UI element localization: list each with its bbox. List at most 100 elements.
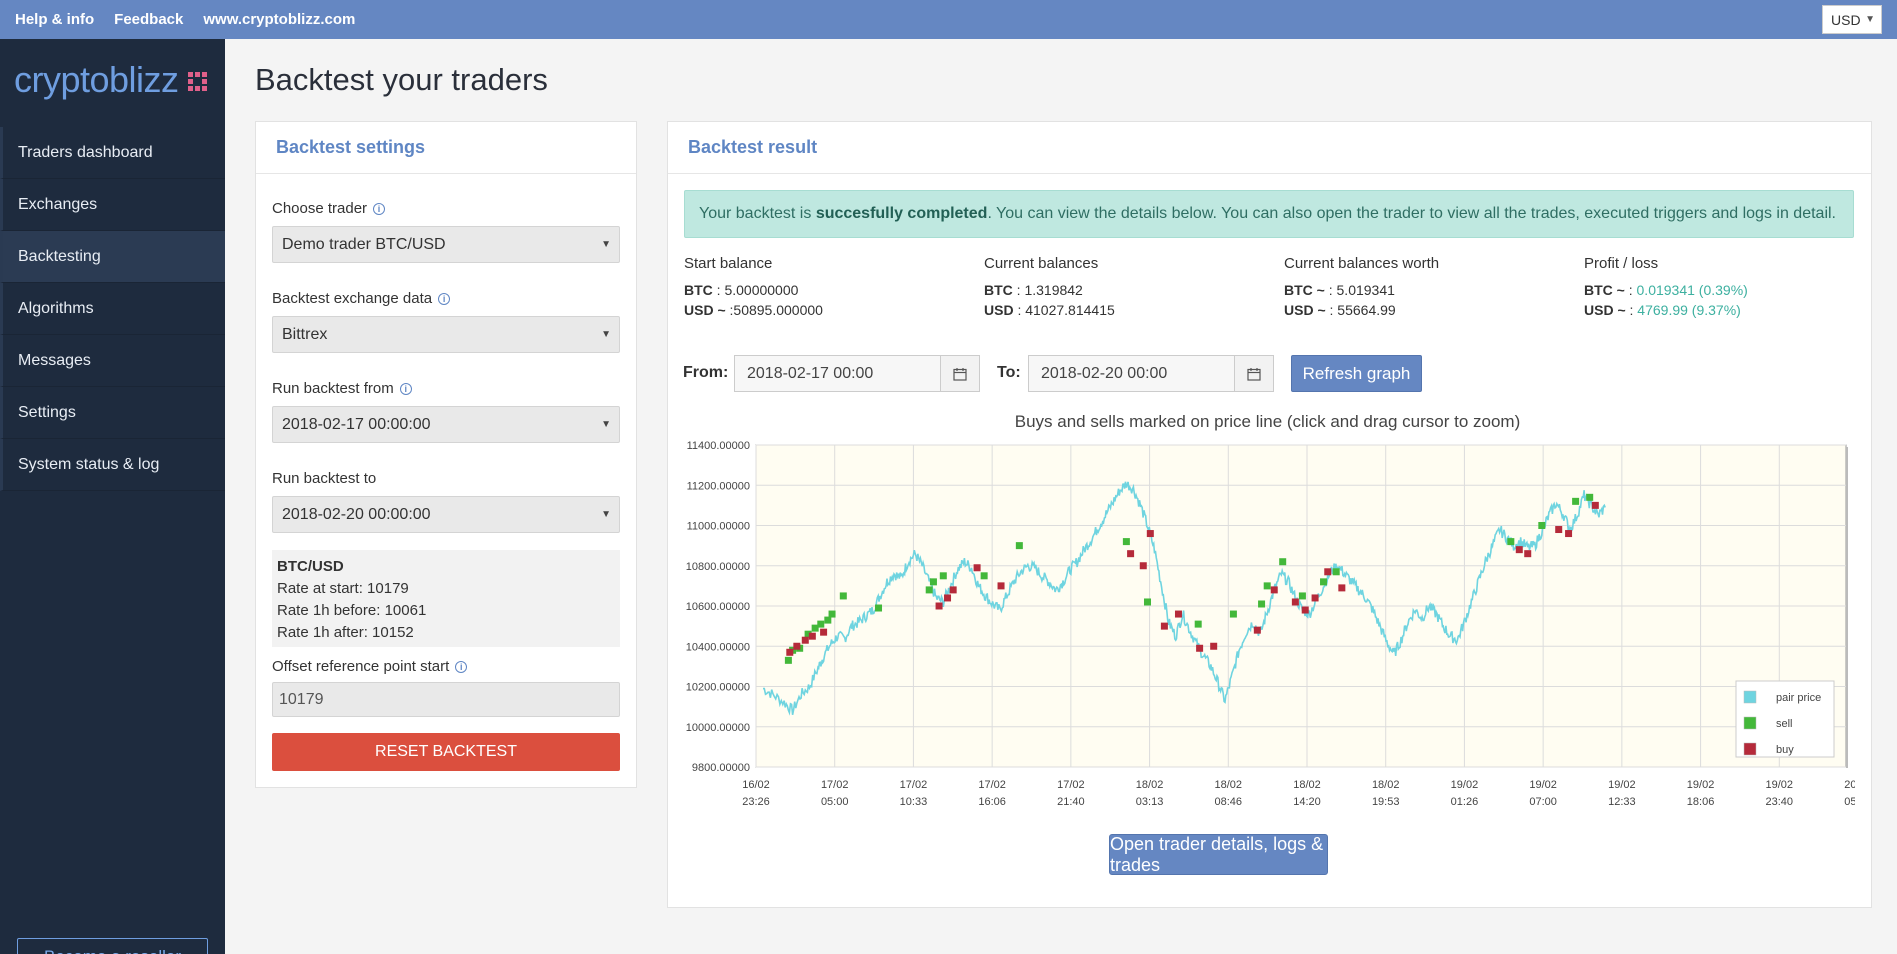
to-date-input[interactable]: 2018-02-20 00:00 xyxy=(1028,355,1235,392)
info-icon[interactable]: i xyxy=(438,292,451,305)
x-tick-label: 18/02 xyxy=(1372,779,1400,791)
sidebar-item-settings[interactable]: Settings xyxy=(0,387,225,439)
info-icon[interactable]: i xyxy=(399,382,412,395)
sell-marker xyxy=(1263,582,1271,590)
website-link[interactable]: www.cryptoblizz.com xyxy=(203,11,356,28)
alert-text-pre: Your backtest is xyxy=(699,205,816,222)
reset-backtest-button[interactable]: RESET BACKTEST xyxy=(272,733,620,771)
sidebar-item-traders-dashboard[interactable]: Traders dashboard xyxy=(0,127,225,179)
alert-text-bold: succesfully completed xyxy=(815,205,988,222)
buy-marker xyxy=(1311,594,1319,602)
x-tick-label: 05:13 xyxy=(1844,796,1855,808)
to-select[interactable]: 2018-02-20 00:00:00 ▼ xyxy=(272,496,620,533)
x-tick-label: 20/02 xyxy=(1844,779,1855,791)
exchange-label-text: Backtest exchange data xyxy=(272,290,433,307)
from-value: 2018-02-17 00:00:00 xyxy=(282,415,431,433)
y-tick-label: 9800.00000 xyxy=(692,762,750,774)
balances-worth-heading: Current balances worth xyxy=(1284,255,1440,272)
x-tick-label: 18/02 xyxy=(1293,779,1321,791)
current-balances: Current balances BTC : 1.319842 USD : 41… xyxy=(984,255,1115,320)
chevron-down-icon: ▼ xyxy=(601,329,611,340)
x-tick-label: 18:06 xyxy=(1687,796,1715,808)
buy-marker xyxy=(1515,546,1523,554)
current-btc-key: BTC xyxy=(984,282,1013,298)
sell-marker xyxy=(1332,568,1340,576)
to-value: 2018-02-20 00:00:00 xyxy=(282,505,431,523)
choose-trader-label-text: Choose trader xyxy=(272,200,368,217)
become-reseller-button[interactable]: Become a reseller xyxy=(17,938,208,954)
sidebar-item-exchanges[interactable]: Exchanges xyxy=(0,179,225,231)
open-trader-details-button[interactable]: Open trader details, logs & trades xyxy=(1109,834,1328,875)
series-line-pair-price xyxy=(763,481,1606,716)
sidebar-item-messages[interactable]: Messages xyxy=(0,335,225,387)
x-tick-label: 19/02 xyxy=(1529,779,1557,791)
buy-marker xyxy=(1160,622,1168,630)
offset-label: Offset reference point start i xyxy=(272,658,468,675)
y-tick-label: 10200.00000 xyxy=(686,682,750,694)
buy-marker xyxy=(1174,610,1182,618)
settings-panel-title: Backtest settings xyxy=(256,122,636,174)
sell-marker xyxy=(828,610,836,618)
from-date-input[interactable]: 2018-02-17 00:00 xyxy=(734,355,941,392)
chart-title: Buys and sells marked on price line (cli… xyxy=(1014,412,1521,431)
choose-trader-select[interactable]: Demo trader BTC/USD ▼ xyxy=(272,226,620,263)
page-title: Backtest your traders xyxy=(255,62,548,97)
backtest-settings-panel: Backtest settings Choose trader i Demo t… xyxy=(255,121,637,788)
price-chart[interactable]: 11400.00000 11200.00000 11000.00000 10800.0… xyxy=(680,435,1855,820)
calendar-icon xyxy=(953,367,967,381)
x-tick-label: 12:33 xyxy=(1608,796,1636,808)
from-calendar-button[interactable] xyxy=(940,355,980,392)
info-icon[interactable]: i xyxy=(373,202,386,215)
y-tick-label: 11400.00000 xyxy=(687,440,750,452)
rate-at-start: Rate at start: 10179 xyxy=(277,580,409,597)
buy-marker xyxy=(1146,530,1154,538)
start-btc-value: : 5.00000000 xyxy=(712,282,799,298)
rate-after: Rate 1h after: 10152 xyxy=(277,624,414,641)
x-tick-label: 18/02 xyxy=(1215,779,1243,791)
refresh-graph-button[interactable]: Refresh graph xyxy=(1291,355,1422,392)
buy-marker xyxy=(808,632,816,640)
buy-marker xyxy=(1291,598,1299,606)
logo[interactable]: cryptoblizz xyxy=(14,59,179,100)
sell-marker xyxy=(1143,598,1151,606)
sell-marker xyxy=(1122,538,1130,546)
buy-marker xyxy=(1524,550,1532,558)
profit-usd-value: 4769.99 (9.37%) xyxy=(1637,302,1741,318)
info-icon[interactable]: i xyxy=(455,660,468,673)
buy-marker xyxy=(949,586,957,594)
y-tick-label: 10600.00000 xyxy=(686,601,750,613)
exchange-select[interactable]: Bittrex ▼ xyxy=(272,316,620,353)
worth-usd-value: : 55664.99 xyxy=(1325,302,1396,318)
legend-swatch xyxy=(1743,690,1757,704)
x-tick-label: 23:26 xyxy=(742,796,770,808)
x-tick-label: 19/02 xyxy=(1687,779,1715,791)
buy-marker xyxy=(801,636,809,644)
currency-select[interactable]: USD ▼ xyxy=(1822,5,1882,34)
sidebar-item-system-status[interactable]: System status & log xyxy=(0,439,225,491)
start-usd-key: USD ~ xyxy=(684,302,726,318)
sidebar-item-backtesting[interactable]: Backtesting xyxy=(0,231,225,283)
sell-marker xyxy=(875,604,883,612)
y-tick-label: 10800.00000 xyxy=(686,561,750,573)
balances-worth: Current balances worth BTC ~ : 5.019341 … xyxy=(1284,255,1439,320)
from-select[interactable]: 2018-02-17 00:00:00 ▼ xyxy=(272,406,620,443)
help-link[interactable]: Help & info xyxy=(15,11,95,28)
feedback-link[interactable]: Feedback xyxy=(114,11,184,28)
chevron-down-icon: ▼ xyxy=(601,239,611,250)
to-calendar-button[interactable] xyxy=(1234,355,1274,392)
buy-marker xyxy=(786,648,794,656)
sell-marker xyxy=(1320,578,1328,586)
x-tick-label: 03:13 xyxy=(1136,796,1164,808)
alert-text-post: . You can view the details below. You ca… xyxy=(987,205,1836,222)
buy-marker xyxy=(1210,642,1218,650)
start-balance: Start balance BTC : 5.00000000 USD ~ :50… xyxy=(684,255,823,320)
x-tick-label: 08:46 xyxy=(1215,796,1243,808)
offset-input[interactable]: 10179 xyxy=(272,682,620,717)
x-tick-label: 23:40 xyxy=(1766,796,1794,808)
sidebar-item-algorithms[interactable]: Algorithms xyxy=(0,283,225,335)
buy-marker xyxy=(1324,568,1332,576)
profit-btc-sep: : xyxy=(1624,282,1637,298)
buy-marker xyxy=(1591,501,1599,509)
x-tick-label: 17/02 xyxy=(821,779,849,791)
buy-marker xyxy=(1338,584,1346,592)
